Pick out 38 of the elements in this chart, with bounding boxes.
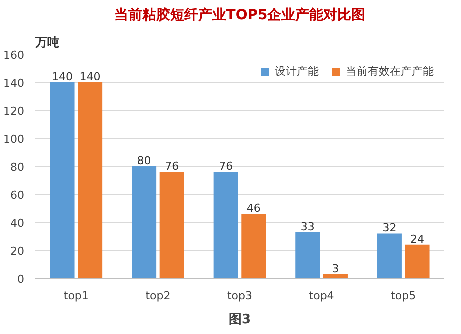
x-tick-label: top2 — [146, 290, 171, 302]
bar — [160, 172, 184, 278]
legend-label: 设计产能 — [275, 64, 319, 79]
y-tick-label: 20 — [10, 245, 25, 258]
data-label: 24 — [410, 232, 425, 246]
y-tick-label: 60 — [10, 189, 25, 202]
y-tick-label: 80 — [10, 161, 25, 174]
bar — [50, 82, 75, 278]
x-tick-label: top1 — [64, 290, 89, 302]
bar — [214, 172, 238, 278]
x-tick-label: top5 — [391, 290, 416, 302]
legend-label: 当前有效在产产能 — [346, 64, 434, 79]
bar — [405, 244, 430, 278]
bar — [78, 82, 103, 278]
bar — [377, 234, 402, 278]
chart-title: 当前粘胶短纤产业TOP5企业产能对比图 — [114, 6, 366, 24]
data-label: 3 — [332, 262, 340, 276]
y-tick-label: 140 — [4, 77, 25, 90]
y-tick-label: 100 — [4, 133, 25, 146]
data-label: 140 — [52, 70, 73, 84]
x-tick-label: top4 — [309, 290, 334, 302]
bar — [242, 214, 266, 278]
y-tick-label: 0 — [18, 273, 24, 286]
x-tick-label: top3 — [227, 290, 253, 302]
y-axis-title: 万吨 — [34, 36, 60, 50]
y-tick-label: 40 — [10, 217, 25, 230]
data-label: 80 — [137, 154, 152, 168]
y-tick-label: 160 — [4, 49, 25, 62]
data-label: 32 — [382, 222, 397, 235]
data-label: 140 — [80, 70, 101, 84]
data-label: 76 — [219, 160, 234, 174]
y-tick-label: 120 — [4, 105, 25, 118]
bar — [296, 232, 320, 278]
data-label: 33 — [300, 220, 315, 234]
data-label: 46 — [246, 202, 261, 216]
data-label: 76 — [165, 160, 180, 174]
caption: 图3 — [228, 312, 252, 328]
bar — [132, 166, 157, 278]
